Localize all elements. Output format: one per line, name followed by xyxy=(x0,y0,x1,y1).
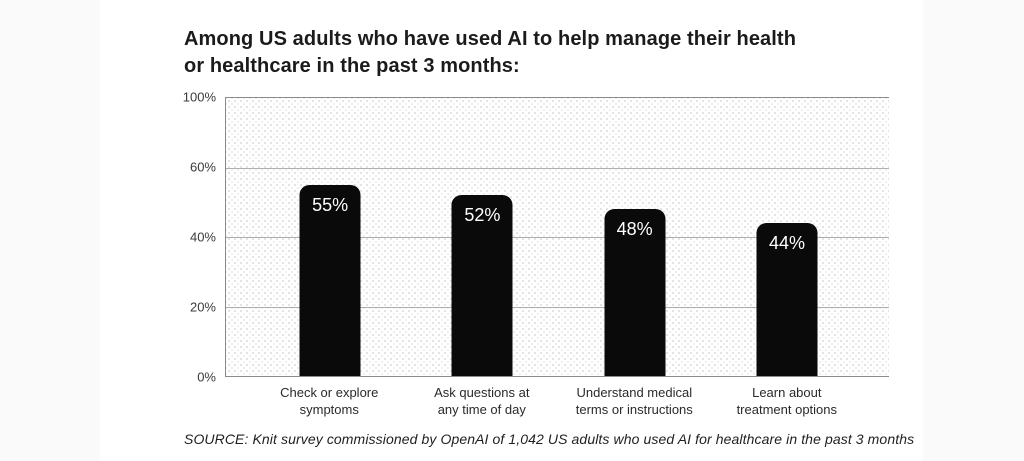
bar-value-label: 44% xyxy=(768,233,805,254)
chart-title-line1: Among US adults who have used AI to help… xyxy=(184,28,797,50)
category-label-line: Understand medical xyxy=(576,385,693,400)
category-label-line: Ask questions at xyxy=(434,385,530,400)
gridline xyxy=(226,167,889,169)
bar-value-label: 52% xyxy=(464,205,501,226)
category-label: Understand medical terms or instructions xyxy=(534,384,734,418)
y-tick-label: 20% xyxy=(189,299,216,315)
bar: 55% xyxy=(299,184,361,376)
y-axis: 100% 60% 40% 20% 0% xyxy=(150,90,216,385)
category-label-line: Learn about xyxy=(752,385,822,400)
bar-value-label: 48% xyxy=(616,219,653,240)
y-tick-label: 100% xyxy=(182,89,216,105)
bar: 52% xyxy=(451,195,513,376)
y-tick-label: 0% xyxy=(197,369,216,385)
bar: 44% xyxy=(756,223,818,376)
plot-area: 55% 52% 48% 44% xyxy=(225,97,889,377)
category-label-line: treatment options xyxy=(736,402,838,417)
y-tick-label: 40% xyxy=(189,229,216,245)
bar: 48% xyxy=(604,209,666,376)
category-label-line: symptoms xyxy=(299,402,359,417)
chart-title: Among US adults who have used AI to help… xyxy=(184,26,796,80)
gridline xyxy=(226,306,889,308)
gridline xyxy=(226,237,889,238)
category-label: Ask questions at any time of day xyxy=(382,384,582,418)
bar-value-label: 55% xyxy=(312,194,349,215)
category-label: Check or explore symptoms xyxy=(229,384,429,418)
x-axis-labels: Check or explore symptoms Ask questions at… xyxy=(225,384,889,426)
y-tick-label: 60% xyxy=(189,159,216,175)
chart-title-line2: or healthcare in the past 3 months: xyxy=(184,55,520,77)
category-label-line: Check or explore xyxy=(280,385,379,400)
source-note: SOURCE: Knit survey commissioned by Open… xyxy=(184,431,915,447)
category-label-line: terms or instructions xyxy=(575,402,693,417)
category-label-line: any time of day xyxy=(437,402,526,417)
category-label: Learn about treatment options xyxy=(687,384,887,418)
